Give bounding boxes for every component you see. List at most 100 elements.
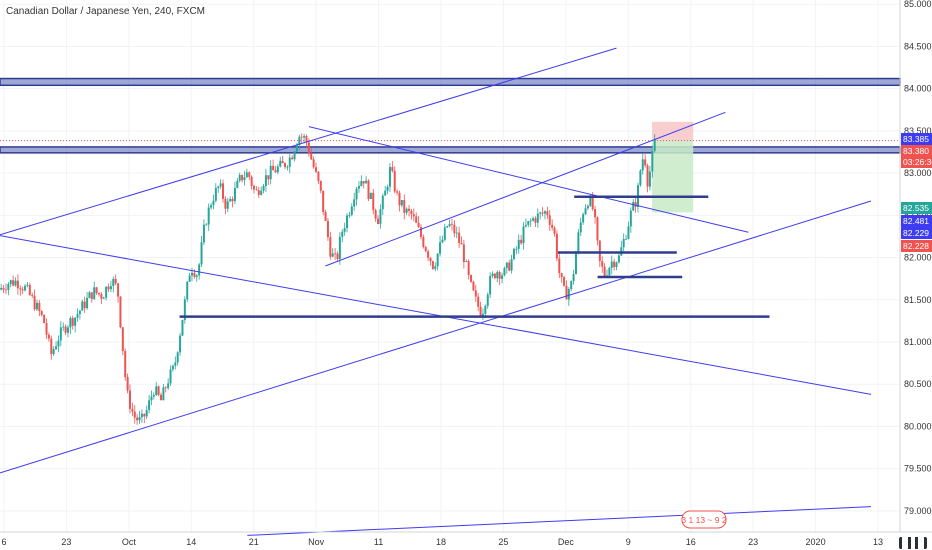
candle-body <box>188 275 191 282</box>
candle-body <box>255 189 258 191</box>
candle-body <box>560 273 563 278</box>
candle-body <box>303 136 306 138</box>
x-tick-label: 14 <box>186 537 196 547</box>
candle-body <box>66 327 69 333</box>
trendline <box>0 47 617 236</box>
candle-body <box>43 314 46 324</box>
candle-body <box>653 139 656 152</box>
y-tick-label: 81.000 <box>904 337 932 347</box>
candle-body <box>269 165 272 180</box>
trendlines-layer <box>0 47 872 536</box>
candle-body <box>384 190 387 196</box>
price-label-text: 82.535 <box>903 203 929 213</box>
candle-body <box>443 227 446 240</box>
candle-body <box>284 163 287 168</box>
candle-body <box>88 292 91 298</box>
candle-body <box>474 290 477 297</box>
candle-body <box>310 153 313 160</box>
candle-body <box>4 289 7 291</box>
candle-body <box>369 192 372 200</box>
candle-body <box>288 157 291 167</box>
candle-body <box>481 313 484 316</box>
candle-body <box>326 220 329 238</box>
stop-loss-zone <box>652 121 694 141</box>
candle-body <box>372 192 375 211</box>
candle-body <box>162 387 165 401</box>
candle-body <box>582 214 585 223</box>
candle-body <box>31 294 34 296</box>
candle-body <box>286 166 289 168</box>
y-tick-label: 83.000 <box>904 168 932 178</box>
candle-body <box>617 255 620 263</box>
candle-body <box>477 296 480 307</box>
candle-body <box>26 284 29 286</box>
candle-body <box>143 413 146 417</box>
x-tick-label: 23 <box>748 537 758 547</box>
time-axis[interactable]: 6 23 Oct 14 21 Nov 11 18 25 Dec 9 16 23 2020 13 <box>1 537 883 547</box>
y-tick-label: 81.500 <box>904 295 932 305</box>
candle-body <box>567 289 570 300</box>
candle-body <box>12 280 15 286</box>
candle-body <box>69 318 72 328</box>
candle-body <box>529 220 532 222</box>
candle-body <box>472 281 475 291</box>
candle-body <box>379 209 382 224</box>
candle-body <box>150 396 153 401</box>
candle-body <box>400 200 403 206</box>
candle-body <box>109 286 112 290</box>
take-profit-zone <box>652 140 694 213</box>
candle-body <box>2 287 5 290</box>
candle-body <box>319 180 322 191</box>
candle-body <box>408 208 411 211</box>
candle-body <box>415 216 418 223</box>
candle-body <box>517 239 520 249</box>
candle-body <box>360 181 363 186</box>
candle-body <box>436 253 439 267</box>
candle-body <box>233 187 236 202</box>
candle-body <box>293 151 296 160</box>
candle-body <box>491 273 494 277</box>
candle-body <box>329 237 332 257</box>
indicator-badge[interactable]: 3 1 13 ~ 9 2 <box>681 510 727 529</box>
x-tick-label: 23 <box>61 537 71 547</box>
candle-body <box>169 369 172 384</box>
candle-body <box>522 226 525 244</box>
candle-body <box>47 334 50 339</box>
candle-body <box>455 232 458 234</box>
candle-body <box>417 222 420 228</box>
candle-body <box>64 326 67 333</box>
candle-body <box>250 176 253 186</box>
candle-body <box>532 218 535 221</box>
candle-body <box>410 210 413 215</box>
candle-body <box>381 195 384 210</box>
candle-body <box>596 217 599 241</box>
y-tick-label: 79.500 <box>904 464 932 474</box>
candle-body <box>520 239 523 244</box>
y-tick-label: 80.000 <box>904 421 932 431</box>
candle-body <box>639 170 642 186</box>
candle-body <box>202 224 205 243</box>
candle-body <box>131 408 134 412</box>
candle-body <box>388 167 391 187</box>
candle-body <box>431 261 434 269</box>
candle-body <box>100 294 103 299</box>
candle-body <box>465 261 468 262</box>
indicator-badge-text: 3 1 13 ~ 9 2 <box>681 515 726 525</box>
candle-body <box>45 323 48 335</box>
price-axis[interactable]: 85.00084.50084.00083.50083.00082.50082.0… <box>904 0 932 516</box>
candle-body <box>357 185 360 189</box>
candle-body <box>248 172 251 177</box>
candle-body <box>374 210 377 219</box>
candle-body <box>539 212 542 214</box>
x-tick-label: Dec <box>558 537 575 547</box>
candle-body <box>334 253 337 255</box>
x-tick-label: 13 <box>873 537 883 547</box>
x-tick-label: 2020 <box>806 537 826 547</box>
candle-body <box>534 218 537 223</box>
x-tick-label: 25 <box>498 537 508 547</box>
candle-body <box>90 292 93 300</box>
levels-layer <box>179 195 770 318</box>
candle-body <box>577 232 580 253</box>
candle-body <box>501 275 504 279</box>
